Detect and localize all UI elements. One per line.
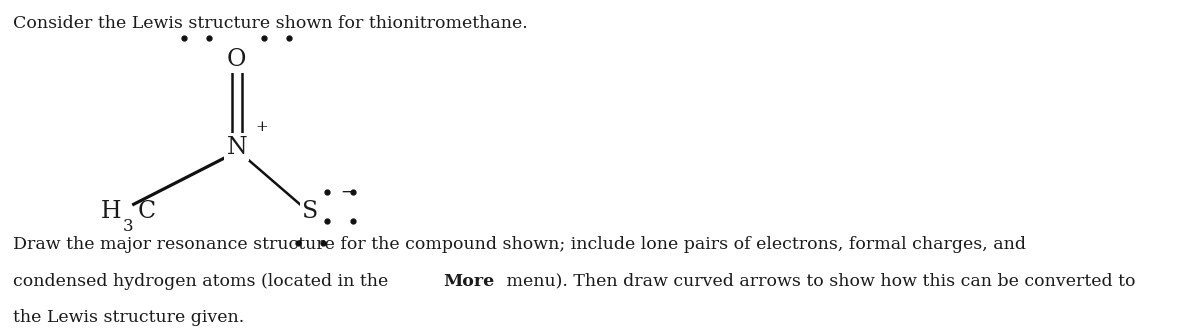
Text: Consider the Lewis structure shown for thionitromethane.: Consider the Lewis structure shown for t… (13, 15, 527, 32)
Text: 3: 3 (124, 218, 133, 235)
Text: O: O (227, 48, 246, 71)
Text: S: S (302, 200, 318, 223)
Text: C: C (138, 200, 156, 223)
Text: the Lewis structure given.: the Lewis structure given. (13, 309, 244, 326)
Text: More: More (444, 273, 494, 290)
Text: menu). Then draw curved arrows to show how this can be converted to: menu). Then draw curved arrows to show h… (502, 273, 1136, 290)
Text: N: N (227, 136, 247, 159)
Text: H: H (101, 200, 121, 223)
Text: condensed hydrogen atoms (located in the: condensed hydrogen atoms (located in the (13, 273, 394, 290)
Text: +: + (256, 120, 269, 134)
Text: −: − (340, 183, 354, 200)
Text: Draw the major resonance structure for the compound shown; include lone pairs of: Draw the major resonance structure for t… (13, 236, 1026, 253)
